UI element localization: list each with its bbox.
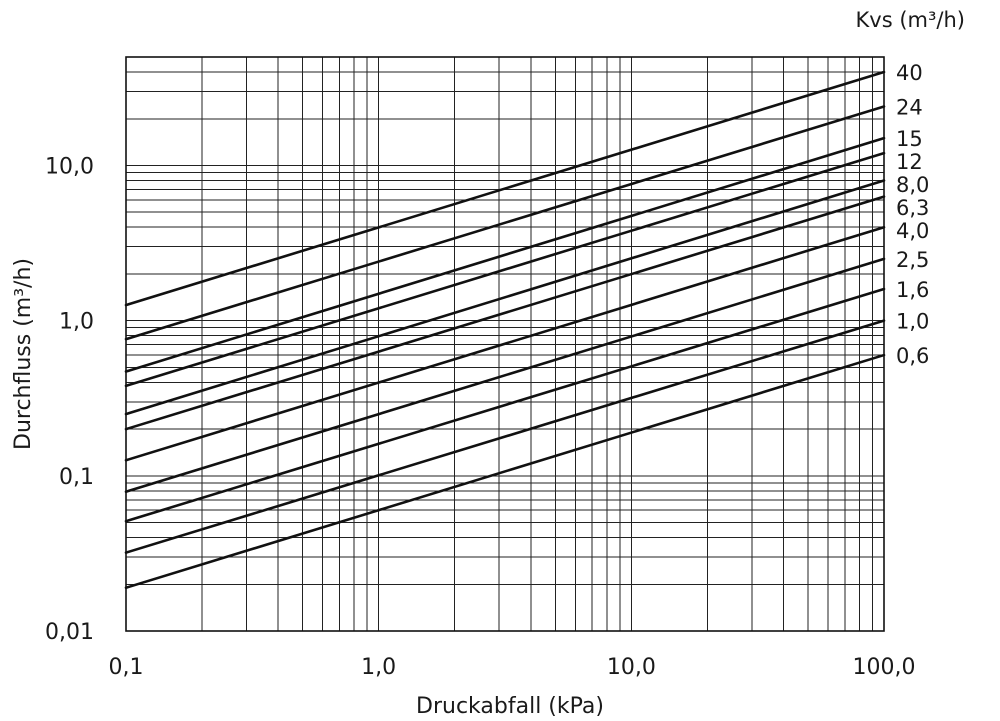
kvs-label-0.6: 0,6 <box>896 344 929 368</box>
kvs-label-8: 8,0 <box>896 173 929 197</box>
series-line-kvs-40 <box>124 70 886 307</box>
y-tick-label: 1,0 <box>59 310 94 335</box>
series-line-kvs-15 <box>124 136 886 373</box>
series-line-kvs-1.6 <box>124 287 886 523</box>
kvs-label-1: 1,0 <box>896 310 929 334</box>
x-tick-label: 0,1 <box>109 655 144 680</box>
kvs-label-15: 15 <box>896 127 923 151</box>
x-axis-title: Druckabfall (kPa) <box>416 694 604 719</box>
kvs-label-2.5: 2,5 <box>896 248 929 272</box>
x-tick-labels: 0,1 1,0 10,0 100,0 <box>109 655 916 680</box>
series-line-kvs-6.3 <box>124 195 886 431</box>
series-line-kvs-0.6 <box>124 353 886 590</box>
kvs-label-6.3: 6,3 <box>896 196 929 220</box>
kvs-label-40: 40 <box>896 61 923 85</box>
x-tick-label: 1,0 <box>361 655 396 680</box>
series-line-kvs-1 <box>124 319 886 554</box>
kvs-label-4: 4,0 <box>896 219 929 243</box>
legend-title: Kvs (m³/h) <box>856 8 965 32</box>
kvs-label-24: 24 <box>896 95 923 119</box>
series-line-kvs-2.5 <box>124 257 886 494</box>
y-tick-label: 10,0 <box>45 154 94 179</box>
kvs-label-12: 12 <box>896 150 923 174</box>
series-line-kvs-24 <box>124 105 886 341</box>
y-tick-label: 0,1 <box>59 465 94 490</box>
y-tick-labels: 0,01 0,1 1,0 10,0 <box>45 154 94 645</box>
y-axis-title: Durchfluss (m³/h) <box>11 258 36 450</box>
x-tick-label: 100,0 <box>853 655 916 680</box>
series-line-kvs-4 <box>124 225 886 462</box>
kvs-label-1.6: 1,6 <box>896 278 929 302</box>
series-line-kvs-12 <box>124 151 886 388</box>
grid-layer <box>125 56 884 632</box>
y-tick-label: 0,01 <box>45 620 94 645</box>
series-layer <box>124 70 886 590</box>
x-tick-label: 10,0 <box>607 655 656 680</box>
series-line-kvs-8 <box>124 179 886 416</box>
plot-frame <box>125 56 885 632</box>
